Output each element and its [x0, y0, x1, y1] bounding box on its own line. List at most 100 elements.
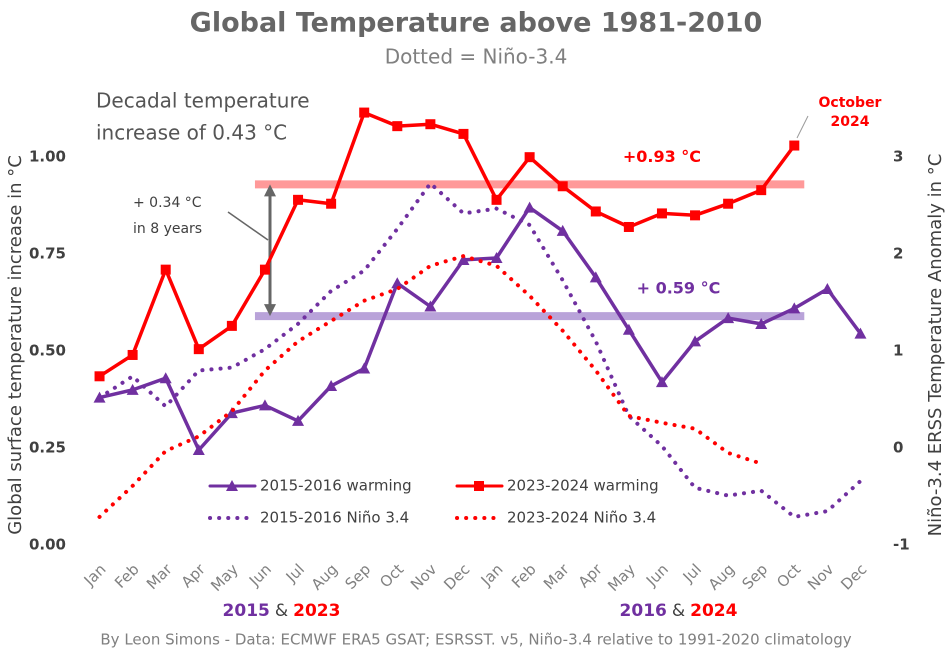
data-point: [623, 221, 634, 232]
annotation: October: [819, 95, 882, 111]
data-point: [425, 119, 436, 130]
data-point: [325, 379, 338, 391]
x-group-label-part: 2024: [690, 601, 737, 621]
x-tick-label: Nov: [407, 560, 441, 594]
data-point: [193, 344, 204, 355]
data-point: [788, 302, 801, 314]
annotation: 2024: [831, 114, 870, 130]
data-point: [524, 152, 535, 163]
data-point: [689, 335, 702, 347]
y-tick-label: 0.00: [29, 536, 66, 554]
data-point: [359, 107, 370, 118]
legend-label: 2023-2024 Niño 3.4: [507, 509, 656, 527]
annotation-leader: [227, 211, 269, 241]
x-tick-label: Jan: [477, 560, 507, 590]
data-point: [589, 271, 602, 283]
x-tick-label: Jul: [679, 560, 705, 586]
x-tick-label: Oct: [773, 560, 804, 591]
x-tick-label: Mar: [540, 560, 573, 593]
data-point: [490, 252, 503, 264]
data-point: [127, 349, 138, 360]
data-point: [690, 210, 701, 221]
data-point: [226, 320, 237, 331]
data-point: [491, 194, 502, 205]
x-tick-label: Apr: [178, 560, 210, 592]
y-axis-label: Global surface temperature increase in °…: [5, 155, 26, 535]
x-tick-label: Mar: [143, 560, 176, 593]
y2-tick-label: 0: [893, 439, 903, 457]
footer: By Leon Simons - Data: ECMWF ERA5 GSAT; …: [100, 631, 851, 649]
series-line: [97, 110, 797, 379]
annotation: Decadal temperature: [96, 89, 310, 113]
x-tick-label: Aug: [308, 560, 341, 593]
y2-tick-label: -1: [893, 536, 910, 554]
x-group-label-part: 2016: [620, 601, 667, 621]
data-point: [523, 201, 536, 213]
data-point: [789, 140, 800, 151]
chart-subtitle: Dotted = Niño-3.4: [385, 45, 568, 69]
x-group-label: 2016 & 2024: [620, 601, 738, 621]
x-tick-label: Jun: [642, 560, 672, 590]
data-point: [424, 300, 437, 312]
y2-tick-label: 3: [893, 148, 903, 166]
x-tick-label: Feb: [508, 560, 540, 592]
reference-label: + 0.59 °C: [637, 279, 721, 298]
data-point: [457, 253, 470, 265]
data-point: [590, 206, 601, 217]
data-point: [854, 327, 867, 339]
data-point: [821, 283, 834, 295]
data-point: [723, 198, 734, 209]
x-group-label: 2015 & 2023: [223, 601, 341, 621]
reference-label: +0.93 °C: [623, 147, 701, 166]
legend-marker: [226, 480, 238, 491]
y-tick-label: 0.50: [29, 342, 66, 360]
x-group-label-part: 2015: [223, 601, 270, 621]
data-point: [192, 443, 205, 455]
x-group-label-part: 2023: [293, 601, 340, 621]
chart-title: Global Temperature above 1981-2010: [190, 8, 763, 39]
data-point: [622, 323, 635, 335]
data-point: [656, 208, 667, 219]
data-point: [94, 371, 105, 382]
y2-tick-label: 2: [893, 245, 903, 263]
x-group-label-part: &: [672, 601, 685, 621]
annotation-leader: [796, 115, 809, 139]
y-tick-label: 0.75: [29, 245, 66, 263]
x-tick-label: Oct: [376, 560, 407, 591]
x-tick-label: May: [207, 560, 242, 595]
annotation: increase of 0.43 °C: [96, 121, 287, 145]
data-point: [292, 414, 305, 426]
data-point: [159, 372, 172, 384]
y-tick-label: 0.25: [29, 439, 66, 457]
data-point: [225, 407, 238, 419]
series-line: [97, 181, 863, 519]
data-point: [326, 198, 337, 209]
x-tick-label: Dec: [440, 560, 473, 593]
x-tick-label: Feb: [111, 560, 143, 592]
data-point: [358, 362, 371, 374]
data-point: [392, 121, 403, 132]
legend-label: 2015-2016 Niño 3.4: [260, 509, 409, 527]
data-point: [556, 224, 569, 236]
x-tick-label: Aug: [705, 560, 738, 593]
x-tick-label: Sep: [738, 560, 771, 593]
x-tick-label: Sep: [341, 560, 374, 593]
arrow-head: [264, 184, 276, 197]
annotation: + 0.34 °C: [133, 195, 202, 211]
annotation: in 8 years: [133, 221, 202, 237]
data-point: [293, 194, 304, 205]
x-tick-label: Dec: [837, 560, 870, 593]
data-point: [722, 312, 735, 324]
data-point: [126, 383, 139, 395]
data-point: [655, 376, 668, 388]
y2-axis-label: Niño-3.4 ERSS Temperature Anomaly in °C: [925, 154, 946, 537]
data-point: [756, 185, 767, 196]
data-point: [160, 264, 171, 275]
x-tick-label: Nov: [804, 560, 838, 594]
data-point: [258, 399, 271, 411]
series-line: [97, 205, 863, 452]
y2-tick-label: 1: [893, 342, 903, 360]
legend-label: 2015-2016 warming: [260, 477, 412, 495]
data-point: [391, 277, 404, 289]
